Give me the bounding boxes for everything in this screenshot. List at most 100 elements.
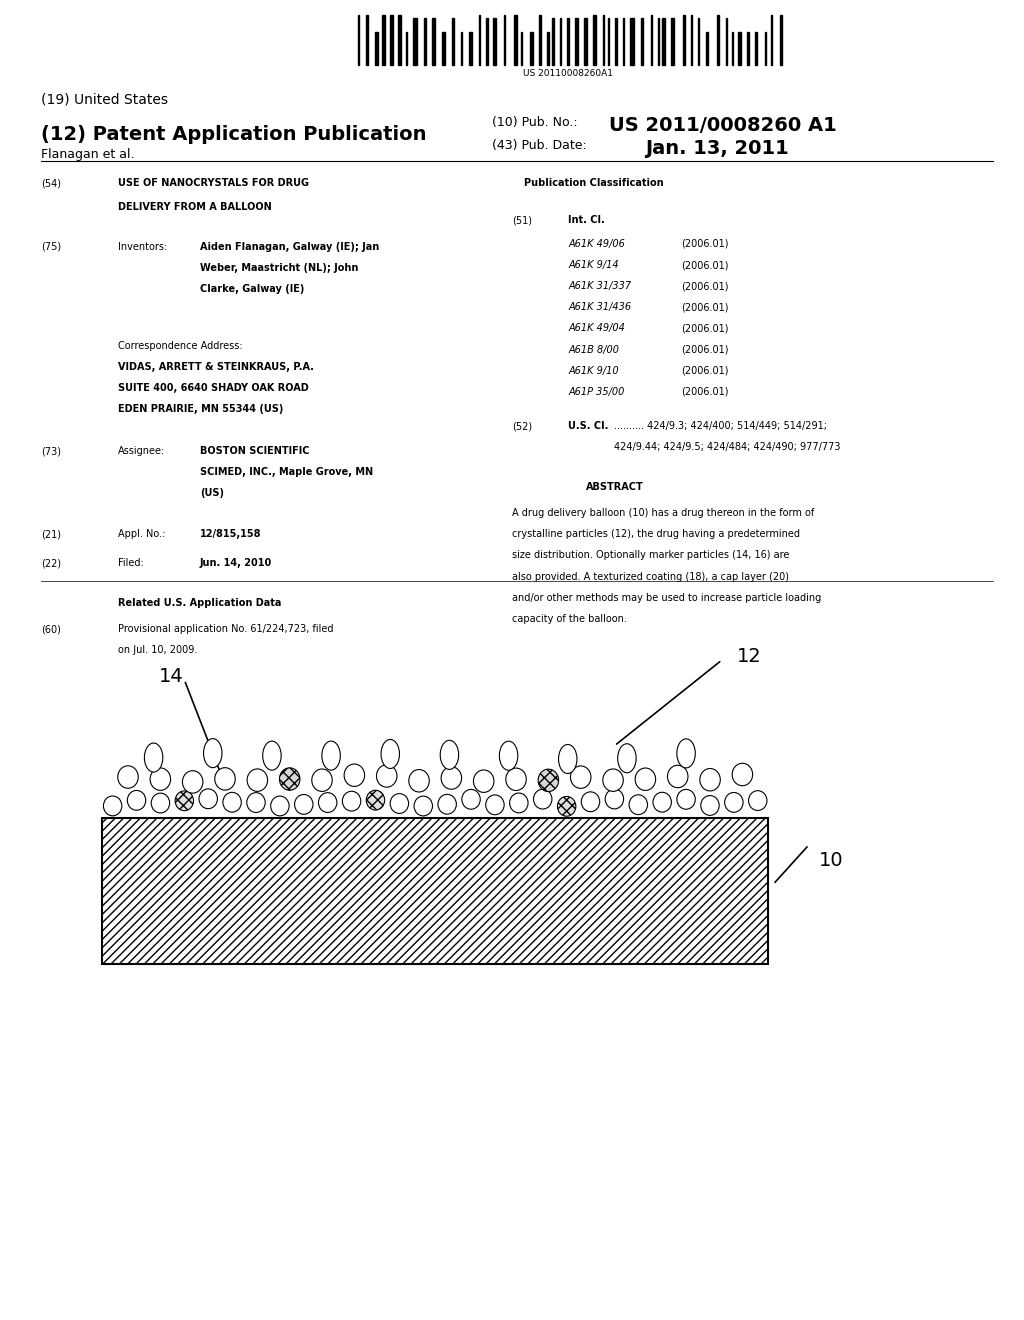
Bar [737,32,740,65]
Bar [375,32,378,65]
Text: Aiden Flanagan, Galway (IE); Jan: Aiden Flanagan, Galway (IE); Jan [200,242,379,252]
Text: (2006.01): (2006.01) [681,387,728,397]
Text: A61K 49/04: A61K 49/04 [568,323,626,334]
Text: (2006.01): (2006.01) [681,281,728,292]
Text: DELIVERY FROM A BALLOON: DELIVERY FROM A BALLOON [118,202,271,213]
Text: (52): (52) [512,421,532,432]
Ellipse shape [377,764,397,787]
Ellipse shape [318,793,337,813]
Bar [452,18,454,65]
Text: (2006.01): (2006.01) [681,366,728,376]
Text: (2006.01): (2006.01) [681,302,728,313]
Bar [547,32,549,65]
Text: Appl. No.:: Appl. No.: [118,529,165,540]
Ellipse shape [199,789,217,809]
Bar [469,32,472,65]
Bar [461,32,462,65]
Ellipse shape [367,791,385,810]
Text: Correspondence Address:: Correspondence Address: [118,341,243,351]
Ellipse shape [151,768,171,791]
Text: (10) Pub. No.:: (10) Pub. No.: [492,116,578,129]
Ellipse shape [118,766,138,788]
Bar [414,18,417,65]
Text: Filed:: Filed: [118,558,143,569]
Ellipse shape [462,789,480,809]
Bar [717,15,719,65]
Ellipse shape [182,771,203,793]
Bar [732,32,733,65]
Ellipse shape [414,796,432,816]
Ellipse shape [175,791,194,810]
Text: .......... 424/9.3; 424/400; 514/449; 514/291;: .......... 424/9.3; 424/400; 514/449; 51… [614,421,827,432]
Bar [560,18,561,65]
Text: BOSTON SCIENTIFIC: BOSTON SCIENTIFIC [200,446,309,457]
Bar [390,15,393,65]
Text: capacity of the balloon.: capacity of the balloon. [512,614,627,624]
Text: (2006.01): (2006.01) [681,260,728,271]
Ellipse shape [215,768,236,791]
Bar [514,15,517,65]
Text: A61K 9/10: A61K 9/10 [568,366,618,376]
Ellipse shape [280,768,300,791]
Text: A61K 49/06: A61K 49/06 [568,239,626,249]
Ellipse shape [438,795,457,814]
Bar [650,15,651,65]
Ellipse shape [485,795,504,814]
Text: Publication Classification: Publication Classification [524,178,664,189]
Ellipse shape [295,795,313,814]
Bar [552,18,554,65]
Ellipse shape [270,796,289,816]
Bar [441,32,444,65]
Ellipse shape [617,743,636,772]
Ellipse shape [127,791,145,810]
Ellipse shape [322,741,340,770]
Bar [770,15,771,65]
Bar [504,15,505,65]
Text: A61K 31/337: A61K 31/337 [568,281,632,292]
Ellipse shape [390,793,409,813]
Ellipse shape [629,795,647,814]
Bar [529,32,532,65]
Bar [748,32,750,65]
Text: Jan. 13, 2011: Jan. 13, 2011 [645,139,788,157]
Bar [698,18,699,65]
Text: Clarke, Galway (IE): Clarke, Galway (IE) [200,284,304,294]
Text: (51): (51) [512,215,532,226]
Text: Inventors:: Inventors: [118,242,167,252]
FancyBboxPatch shape [102,818,768,964]
Ellipse shape [311,770,332,792]
Text: USE OF NANOCRYSTALS FOR DRUG: USE OF NANOCRYSTALS FOR DRUG [118,178,309,189]
Text: (22): (22) [41,558,61,569]
Bar [726,18,727,65]
Text: 12/815,158: 12/815,158 [200,529,261,540]
Bar [539,15,541,65]
Text: (75): (75) [41,242,61,252]
Ellipse shape [557,796,575,816]
Ellipse shape [605,789,624,809]
Ellipse shape [510,793,528,813]
Text: (73): (73) [41,446,61,457]
Bar [608,18,609,65]
Text: 12: 12 [737,647,762,665]
Ellipse shape [635,768,655,791]
Bar [486,18,488,65]
Ellipse shape [699,768,720,791]
Text: Flanagan et al.: Flanagan et al. [41,148,134,161]
Bar [765,32,766,65]
Ellipse shape [152,793,170,813]
Ellipse shape [247,792,265,812]
Text: (43) Pub. Date:: (43) Pub. Date: [492,139,587,152]
Text: also provided. A texturized coating (18), a cap layer (20): also provided. A texturized coating (18)… [512,572,790,582]
Bar [672,18,675,65]
Ellipse shape [204,739,222,768]
Text: (2006.01): (2006.01) [681,323,728,334]
Bar [594,15,597,65]
Bar [367,15,369,65]
Ellipse shape [534,789,552,809]
Ellipse shape [381,739,399,768]
Ellipse shape [677,789,695,809]
Ellipse shape [263,741,282,770]
Ellipse shape [144,743,163,772]
Ellipse shape [473,770,494,792]
Ellipse shape [500,742,518,771]
